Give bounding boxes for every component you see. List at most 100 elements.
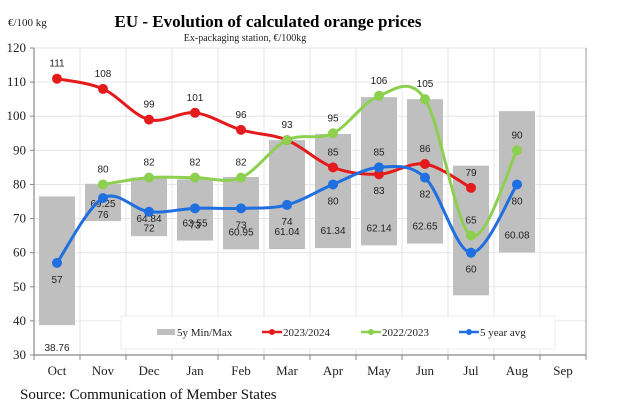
data-point: [466, 247, 476, 258]
x-tick-label: Feb: [231, 363, 251, 378]
data-label: 73: [235, 220, 247, 231]
data-point: [52, 257, 62, 268]
min-labels: 38.76 69.25 64.84 63.55 60.95 61.04 61.34 62.14…: [44, 199, 529, 354]
data-point: [98, 83, 108, 94]
min-value-label: 60.08: [504, 230, 529, 241]
legend-label: 2022/2023: [382, 327, 430, 339]
minmax-bar: [407, 99, 443, 244]
legend: 5y Min/Max 2023/2024 2022/2023 5 year avg: [120, 315, 556, 350]
legend-swatch-marker: [466, 329, 472, 335]
y-tick-label: 110: [7, 74, 26, 89]
y-tick-label: 60: [13, 245, 26, 260]
x-tick-label: Apr: [323, 363, 344, 378]
data-label: 106: [371, 76, 388, 87]
data-label: 93: [281, 120, 293, 131]
min-value-label: 61.04: [274, 227, 299, 238]
data-label: 76: [97, 210, 109, 221]
data-label: 73: [189, 220, 201, 231]
y-tick-label: 70: [13, 211, 26, 226]
data-label: 60: [465, 265, 477, 276]
min-value-label: 63.55: [182, 219, 207, 230]
data-point: [190, 203, 200, 214]
data-point: [420, 94, 430, 105]
y-tick-label: 80: [13, 176, 26, 191]
min-value-label: 64.84: [136, 214, 161, 225]
data-label: 101: [187, 93, 204, 104]
data-label: 80: [97, 164, 109, 175]
source-note: Source: Communication of Member States: [20, 387, 277, 403]
data-point: [144, 114, 154, 125]
legend-label-minmax: 5y Min/Max: [177, 327, 233, 339]
data-label: 85: [373, 147, 385, 158]
legend-box: [120, 315, 556, 350]
min-value-label: 69.25: [90, 199, 115, 210]
data-point: [512, 145, 522, 156]
series-points: [52, 73, 522, 268]
min-value-label: 61.34: [320, 226, 345, 237]
min-value-label: 62.14: [366, 223, 391, 234]
legend-label: 5 year avg: [480, 327, 526, 339]
data-point: [190, 107, 200, 118]
data-label: 72: [143, 224, 155, 235]
chart-subtitle: Ex-packaging station, €/100kg: [184, 33, 306, 44]
data-point: [282, 135, 292, 146]
x-tick-label: Dec: [139, 363, 160, 378]
data-point: [144, 206, 154, 217]
data-point: [52, 73, 62, 84]
data-point: [236, 203, 246, 214]
data-point: [328, 162, 338, 173]
data-label: 95: [327, 113, 339, 124]
data-point: [236, 124, 246, 135]
data-label: 99: [143, 100, 155, 111]
data-point: [374, 162, 384, 173]
y-tick-label: 100: [7, 108, 27, 123]
data-label: 96: [235, 110, 247, 121]
data-point: [512, 179, 522, 190]
data-label: 57: [51, 275, 63, 286]
y-tick-label: 30: [13, 347, 26, 362]
legend-swatch-marker: [269, 329, 275, 335]
x-tick-label: May: [367, 363, 391, 378]
series-data-labels: 111 108 99 101 96 85 83 86 79 80 82 82 82 93 95 106 105 6…: [49, 59, 523, 286]
data-label: 74: [281, 217, 293, 228]
data-label: 65: [465, 216, 477, 227]
y-tick-label: 50: [13, 279, 26, 294]
data-label: 105: [417, 79, 434, 90]
data-point: [328, 128, 338, 139]
data-label: 85: [327, 147, 339, 158]
y-tick-label: 40: [13, 313, 26, 328]
data-label: 80: [511, 196, 523, 207]
data-label: 82: [419, 190, 431, 201]
y-tick-label: 120: [7, 40, 27, 55]
data-label: 82: [189, 158, 201, 169]
data-label: 111: [49, 59, 65, 70]
gridlines: [34, 47, 587, 355]
data-point: [420, 172, 430, 183]
data-label: 90: [511, 130, 523, 141]
data-label: 83: [373, 186, 385, 197]
y-tick-label: 90: [13, 142, 26, 157]
data-label: 108: [95, 69, 112, 80]
minmax-bar: [269, 140, 305, 250]
data-point: [466, 182, 476, 193]
data-label: 80: [327, 196, 339, 207]
axes: [30, 47, 587, 360]
data-point: [236, 172, 246, 183]
data-point: [190, 172, 200, 183]
min-max-bars: [39, 97, 535, 326]
data-point: [420, 158, 430, 169]
data-point: [328, 179, 338, 190]
min-value-label: 38.76: [44, 343, 69, 354]
legend-swatch-marker: [368, 329, 374, 335]
chart-title: EU - Evolution of calculated orange pric…: [115, 12, 422, 31]
data-point: [282, 199, 292, 210]
data-label: 79: [465, 168, 477, 179]
x-tick-label: Mar: [276, 363, 298, 378]
data-point: [98, 193, 108, 204]
x-tick-label: Jan: [186, 363, 204, 378]
x-tick-label: Oct: [48, 363, 67, 378]
x-tick-label: Nov: [92, 363, 115, 378]
legend-swatch-minmax: [157, 329, 175, 335]
data-point: [144, 172, 154, 183]
data-point: [98, 179, 108, 190]
